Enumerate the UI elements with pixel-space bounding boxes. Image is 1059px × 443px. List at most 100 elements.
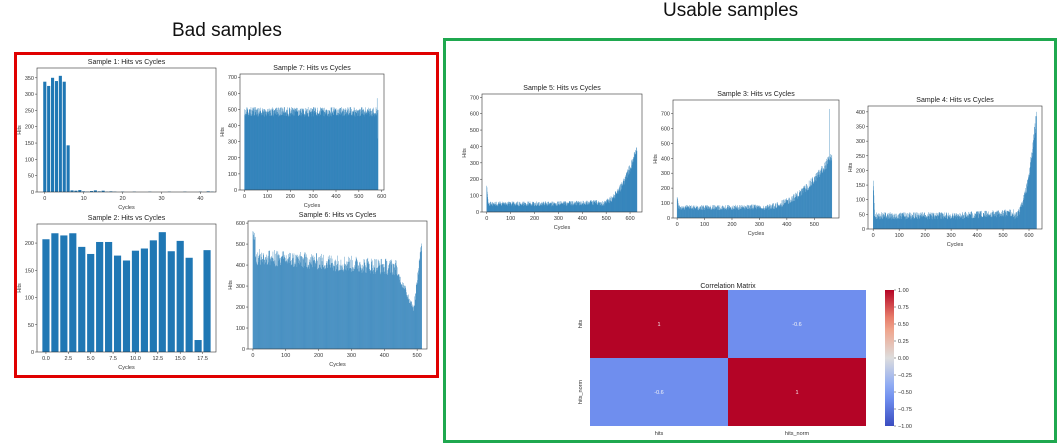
- bar: [43, 82, 46, 192]
- y-axis-label: Hits: [848, 163, 854, 173]
- x-tick-label: 10: [81, 196, 87, 202]
- bar: [87, 254, 94, 352]
- x-tick-label: 400: [782, 222, 791, 228]
- y-tick-label: 0: [31, 350, 34, 356]
- usable-samples-title: Usable samples: [663, 0, 798, 22]
- y-axis-label: Hits: [220, 127, 226, 137]
- colorbar-tick-label: −0.50: [898, 390, 912, 396]
- chart-title: Sample 3: Hits vs Cycles: [717, 91, 795, 98]
- y-tick-label: 50: [28, 323, 34, 329]
- x-axis-label: Cycles: [118, 365, 135, 371]
- x-tick-label: 500: [998, 233, 1007, 239]
- bar: [195, 340, 202, 352]
- bar: [177, 241, 184, 352]
- y-tick-label: 0: [667, 216, 670, 222]
- x-tick-label: 100: [895, 233, 904, 239]
- y-tick-label: 250: [856, 154, 865, 160]
- x-tick-label: 0: [485, 216, 488, 222]
- y-tick-label: 500: [661, 141, 670, 147]
- bar: [203, 250, 210, 352]
- x-tick-label: 17.5: [197, 356, 208, 362]
- bars: [244, 98, 378, 190]
- bar: [159, 232, 166, 352]
- x-tick-label: 100: [700, 222, 709, 228]
- y-tick-label: 700: [470, 95, 479, 101]
- bars: [43, 76, 213, 192]
- colorbar: [885, 290, 894, 426]
- y-tick-label: 250: [25, 108, 34, 114]
- y-tick-label: 150: [856, 183, 865, 189]
- bar: [123, 260, 130, 352]
- bar: [55, 81, 58, 192]
- x-tick-label: 300: [947, 233, 956, 239]
- y-tick-label: 200: [470, 177, 479, 183]
- bar: [59, 76, 62, 192]
- y-tick-label: 400: [661, 156, 670, 162]
- y-tick-label: 200: [228, 156, 237, 162]
- x-tick-label: 200: [727, 222, 736, 228]
- y-axis-label: Hits: [17, 125, 23, 135]
- x-tick-label: 100: [263, 194, 272, 200]
- x-tick-label: 300: [554, 216, 563, 222]
- x-tick-label: 10.0: [130, 356, 141, 362]
- chart-title: Sample 5: Hits vs Cycles: [523, 85, 601, 92]
- colorbar-tick-label: 0.00: [898, 356, 909, 362]
- bar: [114, 256, 121, 352]
- x-tick-label: 30: [158, 196, 164, 202]
- bar: [141, 249, 148, 352]
- y-tick-label: 100: [228, 172, 237, 178]
- x-tick-label: 400: [578, 216, 587, 222]
- x-tick-label: 40: [197, 196, 203, 202]
- bar: [51, 78, 54, 192]
- bar: [51, 233, 58, 352]
- chart-title: Sample 7: Hits vs Cycles: [273, 65, 351, 72]
- y-tick-label: 600: [236, 221, 245, 227]
- bar: [47, 86, 50, 192]
- y-axis-label: Hits: [653, 154, 659, 164]
- x-tick-label: 200: [314, 353, 323, 359]
- bar: [60, 235, 67, 352]
- x-tick-label: 400: [380, 353, 389, 359]
- chart-title: Sample 6: Hits vs Cycles: [299, 212, 377, 219]
- y-tick-label: 300: [470, 161, 479, 167]
- x-tick-label: 0: [243, 194, 246, 200]
- x-tick-label: 400: [331, 194, 340, 200]
- x-tick-label: 200: [530, 216, 539, 222]
- bar: [186, 258, 193, 352]
- bar: [78, 247, 85, 352]
- x-tick-label: 100: [506, 216, 515, 222]
- plot-frame: [868, 106, 1042, 229]
- x-tick-label: 400: [972, 233, 981, 239]
- y-tick-label: 0: [31, 190, 34, 196]
- x-tick-label: 500: [602, 216, 611, 222]
- x-tick-label: 600: [625, 216, 634, 222]
- cell-value-label: -0.6: [654, 390, 663, 396]
- y-tick-label: 400: [470, 144, 479, 150]
- cell-value-label: 1: [795, 390, 798, 396]
- x-tick-label: 12.5: [152, 356, 163, 362]
- y-tick-label: 200: [856, 168, 865, 174]
- x-tick-label: 0: [251, 353, 254, 359]
- row-label: hits_norm: [578, 380, 584, 405]
- y-tick-label: 100: [236, 326, 245, 332]
- x-tick-label: 7.5: [109, 356, 117, 362]
- x-tick-label: 300: [347, 353, 356, 359]
- bars: [487, 148, 638, 212]
- y-tick-label: 300: [856, 139, 865, 145]
- y-tick-label: 100: [25, 157, 34, 163]
- x-tick-label: 5.0: [87, 356, 95, 362]
- x-axis-label: Cycles: [329, 362, 346, 368]
- y-axis-label: Hits: [462, 148, 468, 158]
- bars: [253, 231, 422, 349]
- x-tick-label: 100: [281, 353, 290, 359]
- bar: [67, 145, 70, 192]
- y-tick-label: 500: [228, 107, 237, 113]
- colorbar-tick-label: 0.25: [898, 339, 909, 345]
- y-tick-label: 150: [25, 268, 34, 274]
- y-tick-label: 600: [470, 112, 479, 118]
- x-tick-label: 500: [354, 194, 363, 200]
- y-tick-label: 100: [856, 198, 865, 204]
